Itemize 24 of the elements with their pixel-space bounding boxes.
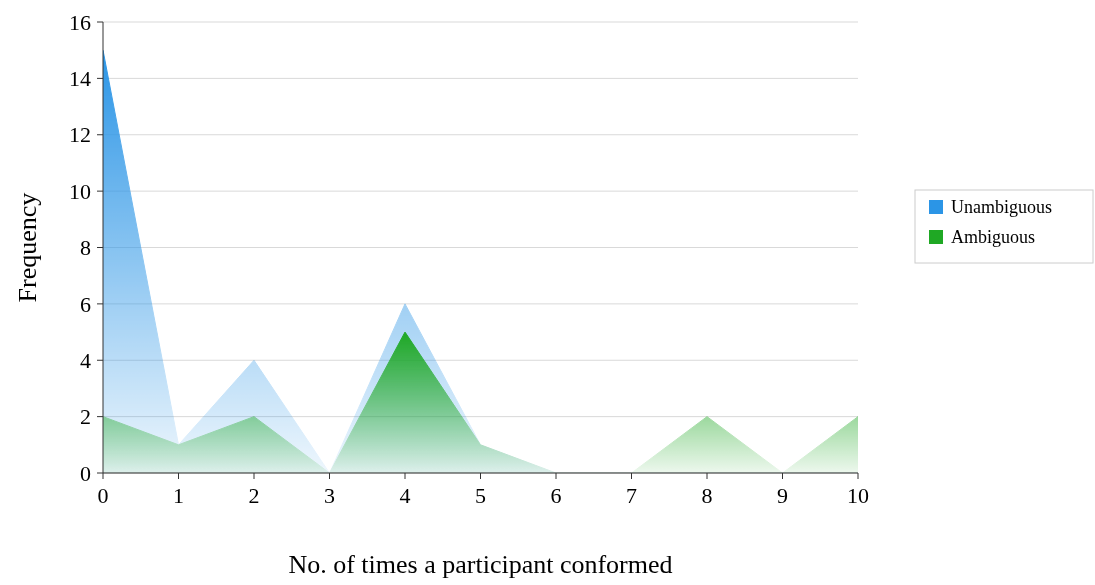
y-tick-label: 2 <box>80 404 91 430</box>
y-tick-label: 0 <box>80 460 91 486</box>
y-axis-title: Frequency <box>13 192 42 303</box>
x-tick-label: 5 <box>475 483 486 508</box>
x-tick-label: 10 <box>847 483 869 508</box>
x-tick-label: 6 <box>550 483 562 508</box>
y-tick-label: 16 <box>69 9 91 35</box>
y-tick-label: 10 <box>69 178 91 204</box>
x-axis-title: No. of times a participant conformed <box>288 550 673 579</box>
legend-label: Unambiguous <box>951 197 1052 218</box>
y-tick-label: 4 <box>80 347 91 373</box>
y-tick-label: 6 <box>80 291 91 317</box>
x-tick-label: 2 <box>248 483 260 508</box>
x-tick-label: 4 <box>399 483 411 508</box>
legend-label: Ambiguous <box>951 227 1036 248</box>
x-tick-label: 7 <box>626 483 637 508</box>
y-tick-label: 12 <box>69 122 91 148</box>
x-tick-label: 1 <box>173 483 184 508</box>
x-tick-label: 8 <box>701 483 713 508</box>
x-tick-label: 3 <box>324 483 335 508</box>
x-tick-label: 0 <box>97 483 109 508</box>
x-tick-label: 9 <box>777 483 788 508</box>
y-tick-label: 14 <box>69 66 91 92</box>
y-tick-label: 8 <box>80 235 91 261</box>
